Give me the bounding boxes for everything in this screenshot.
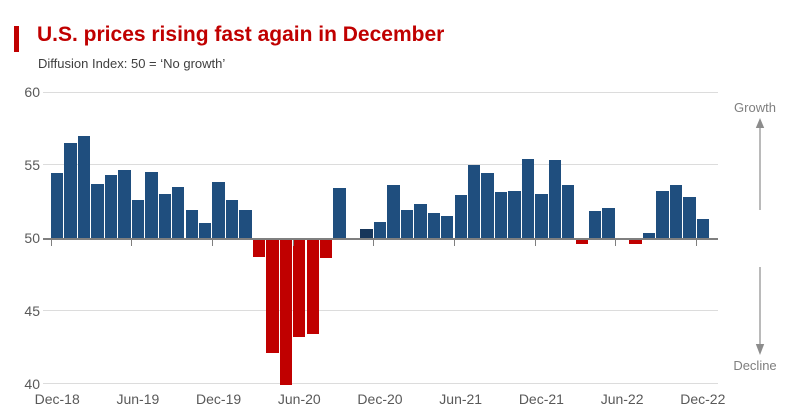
bar-Mar-20 (252, 239, 266, 257)
bar-Jun-20 (293, 239, 306, 338)
gridline-55 (43, 164, 718, 166)
gridline-60 (43, 91, 718, 93)
x-tick-Dec-18 (50, 239, 52, 246)
y-axis-label-55: 55 (24, 156, 40, 173)
x-axis-label-Dec-21: Dec-21 (518, 391, 564, 407)
bar-Dec-18 (51, 173, 64, 239)
bar-Mar-19 (91, 183, 104, 239)
bar-Jan-22 (548, 160, 562, 239)
bar-Oct-21 (508, 190, 521, 239)
bar-Sep-19 (172, 186, 185, 239)
bar-Dec-19 (212, 182, 225, 239)
bar-May-22 (602, 208, 615, 239)
bar-Nov-22 (683, 196, 696, 239)
bar-Aug-22 (642, 233, 656, 239)
bar-Apr-21 (427, 212, 440, 239)
bar-Jun-21 (454, 195, 467, 239)
bar-Jan-21 (387, 185, 400, 239)
bar-Aug-21 (481, 173, 494, 239)
x-tick-Jun-20 (292, 239, 294, 246)
bar-Dec-20 (373, 221, 387, 239)
y-axis-label-45: 45 (24, 302, 40, 319)
bar-Dec-21 (535, 193, 548, 239)
y-axis-label-50: 50 (24, 229, 40, 246)
x-tick-Dec-19 (211, 239, 213, 246)
decline-label: Decline (733, 358, 777, 373)
x-tick-Jun-22 (615, 239, 617, 246)
bar-Nov-21 (521, 158, 535, 239)
bar-Feb-20 (239, 209, 252, 239)
x-tick-Jun-21 (454, 239, 455, 246)
x-axis-label-Jun-19: Jun-19 (116, 391, 160, 407)
bar-Feb-21 (400, 209, 414, 239)
x-axis-label-Jun-21: Jun-21 (439, 391, 483, 407)
x-axis-label-Jun-22: Jun-22 (600, 391, 644, 407)
bar-Apr-22 (589, 211, 602, 239)
bar-May-20 (279, 239, 293, 386)
bar-Jan-20 (225, 199, 239, 239)
gridline-45 (43, 310, 718, 312)
bar-Aug-19 (158, 193, 171, 239)
growth-decline-arrows (755, 118, 765, 355)
bar-Nov-20 (360, 228, 373, 239)
bar-Jul-22 (629, 239, 642, 244)
bar-Jul-21 (467, 164, 481, 239)
x-axis-baseline (43, 237, 718, 240)
x-axis-label-Dec-19: Dec-19 (196, 391, 242, 407)
bar-Apr-19 (104, 174, 118, 239)
bar-Mar-22 (575, 239, 588, 244)
bar-Apr-20 (266, 239, 279, 354)
chart-subtitle: Diffusion Index: 50 = ‘No growth’ (38, 56, 226, 71)
bar-Sep-22 (656, 190, 669, 239)
bar-Nov-19 (198, 222, 212, 239)
bar-Oct-19 (185, 209, 198, 239)
bar-Jun-19 (131, 199, 145, 239)
y-axis-label-60: 60 (24, 84, 40, 100)
bar-Aug-20 (320, 239, 333, 259)
bar-Mar-21 (414, 204, 427, 239)
x-tick-Dec-20 (373, 239, 375, 246)
x-axis-label-Dec-18: Dec-18 (34, 391, 80, 407)
bar-Sep-20 (333, 187, 346, 239)
bar-Jul-20 (306, 239, 319, 335)
bar-Dec-22 (696, 218, 709, 239)
x-tick-Jun-19 (131, 239, 133, 246)
bar-Jul-19 (145, 171, 158, 239)
gridline-40 (43, 383, 718, 384)
bar-Jan-19 (64, 142, 77, 239)
x-axis-label-Dec-22: Dec-22 (680, 391, 726, 407)
bar-May-19 (118, 170, 131, 239)
bar-Sep-21 (494, 192, 508, 239)
bar-Oct-22 (669, 185, 683, 239)
x-tick-Dec-22 (696, 239, 698, 246)
x-tick-Dec-21 (534, 239, 536, 246)
x-axis-label-Dec-20: Dec-20 (357, 391, 403, 407)
bar-Feb-22 (562, 185, 575, 239)
title-accent-bar (14, 26, 19, 52)
bar-Feb-19 (77, 135, 91, 239)
decline-arrow-icon (755, 267, 765, 355)
y-axis-label-40: 40 (24, 375, 40, 392)
growth-label: Growth (734, 100, 776, 115)
x-axis-label-Jun-20: Jun-20 (277, 391, 321, 407)
bar-May-21 (441, 215, 454, 239)
chart-title: U.S. prices rising fast again in Decembe… (37, 23, 445, 46)
growth-arrow-icon (755, 118, 765, 210)
